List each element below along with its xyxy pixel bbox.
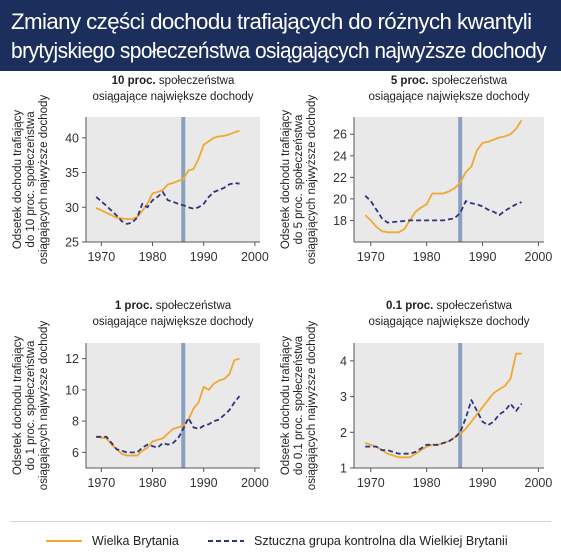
- x-tick-label: 1980: [139, 476, 167, 490]
- y-tick-label: 35: [65, 166, 79, 180]
- series-line-control: [95, 182, 240, 225]
- chart-title-line-1: 10 proc. społeczeństwa: [112, 75, 235, 87]
- y-tick-label: 18: [333, 214, 347, 228]
- legend-item-control: Sztuczna grupa kontrolna dla Wielkiej Br…: [208, 534, 508, 548]
- y-tick-label: 26: [333, 128, 347, 142]
- series-line-uk: [364, 352, 522, 459]
- x-tick-label: 1970: [357, 476, 385, 490]
- page-title-line-1: Zmiany części dochodu trafiających do ró…: [11, 9, 532, 34]
- y-axis-label-line: do 0.1 proc. społeczeństwa: [293, 335, 305, 475]
- chart-title-line-1: 5 proc. społeczeństwa: [391, 75, 508, 87]
- x-tick-label: 1990: [190, 476, 218, 490]
- x-tick-label: 2000: [525, 250, 553, 264]
- chart-top-10-percent: 10 proc. społeczeństwa osiągające najwięk…: [12, 75, 269, 265]
- y-axis-label-line: osiągających najwyższe dochody: [306, 95, 318, 265]
- y-axis-label: Odsetek dochodu trafiającydo 0.1 proc. s…: [280, 321, 318, 491]
- y-tick-label: 22: [333, 171, 347, 185]
- legend-swatch-solid-line: [46, 540, 82, 542]
- chart-top-1-percent: 1 proc. społeczeństwa osiągające najwięks…: [12, 300, 269, 491]
- y-tick-label: 1: [340, 462, 347, 476]
- y-tick-label: 4: [340, 354, 347, 368]
- x-tick-label: 1980: [413, 250, 441, 264]
- series-line-uk: [364, 119, 523, 234]
- legend: Wielka Brytania Sztuczna grupa kontrolna…: [0, 524, 561, 554]
- chart-top-5-percent: 5 proc. społeczeństwa osiągające najwięks…: [280, 75, 553, 265]
- chart-title-rest: społeczeństwa: [153, 300, 232, 312]
- y-axis-label-line: osiągających najwyższe dochody: [38, 321, 50, 491]
- chart-title-rest: społeczeństwa: [433, 300, 512, 312]
- y-axis-label-line: Odsetek dochodu trafiający: [280, 110, 292, 250]
- y-tick-label: 6: [72, 446, 79, 460]
- chart-title-bold: 0.1 proc.: [386, 300, 433, 312]
- chart-title-bold: 1 proc.: [115, 300, 153, 312]
- y-tick-label: 3: [340, 390, 347, 404]
- x-tick-label: 1970: [87, 250, 115, 264]
- x-tick-label: 1970: [357, 250, 385, 264]
- y-axis-label-line: osiągających najwyższe dochody: [38, 95, 50, 265]
- y-axis-label-line: Odsetek dochodu trafiający: [12, 336, 24, 476]
- x-tick-label: 2000: [525, 476, 553, 490]
- legend-label-uk: Wielka Brytania: [92, 534, 179, 548]
- legend-label-control: Sztuczna grupa kontrolna dla Wielkiej Br…: [254, 534, 508, 548]
- y-tick-label: 8: [72, 415, 79, 429]
- legend-item-uk: Wielka Brytania: [46, 534, 179, 548]
- y-tick-label: 24: [333, 149, 347, 163]
- y-axis-label-line: do 1 proc. społeczeństwa: [25, 340, 37, 470]
- y-tick-label: 25: [65, 236, 79, 250]
- chart-title-line-2: osiągające największe dochody: [368, 316, 529, 328]
- page-title-line-2: brytyjskiego społeczeństwa osiągających …: [11, 38, 547, 63]
- y-tick-label: 2: [340, 426, 347, 440]
- y-axis-label: Odsetek dochodu trafiającydo 10 proc. sp…: [12, 95, 50, 265]
- x-tick-label: 1980: [139, 250, 167, 264]
- chart-top-0-1-percent: 0.1 proc. społeczeństwa osiągające najwię…: [280, 300, 553, 491]
- y-tick-label: 40: [65, 131, 79, 145]
- y-axis-label-line: do 5 proc. społeczeństwa: [293, 114, 305, 244]
- y-tick-label: 20: [333, 192, 347, 206]
- x-tick-label: 1990: [469, 250, 497, 264]
- y-tick-label: 12: [65, 352, 79, 366]
- legend-swatch-dashed-line: [208, 540, 244, 542]
- x-tick-label: 1990: [469, 476, 497, 490]
- y-tick-label: 30: [65, 201, 79, 215]
- series-line-uk: [95, 130, 240, 221]
- plot-area: [354, 117, 544, 242]
- y-axis-label-line: Odsetek dochodu trafiający: [280, 336, 292, 476]
- header-banner: Zmiany części dochodu trafiających do ró…: [0, 0, 561, 71]
- y-axis-label-line: osiągających najwyższe dochody: [306, 321, 318, 491]
- chart-title-line-2: osiągające największe dochody: [92, 91, 253, 103]
- series-line-control: [96, 395, 241, 454]
- chart-title-rest: społeczeństwa: [156, 75, 235, 87]
- y-tick-label: 10: [65, 383, 79, 397]
- chart-title-line-2: osiągające największe dochody: [368, 91, 529, 103]
- y-axis-label-line: do 10 proc. społeczeństwa: [25, 111, 37, 248]
- series-line-control: [364, 195, 522, 224]
- y-axis-label-line: Odsetek dochodu trafiający: [12, 110, 24, 250]
- x-tick-label: 2000: [241, 476, 269, 490]
- plot-area: [86, 117, 260, 242]
- chart-title-line-1: 0.1 proc. społeczeństwa: [386, 300, 513, 312]
- chart-title-line-2: osiągające największe dochody: [92, 316, 253, 328]
- chart-title-line-1: 1 proc. społeczeństwa: [115, 300, 232, 312]
- chart-title-bold: 5 proc.: [391, 75, 429, 87]
- x-tick-label: 1980: [413, 476, 441, 490]
- charts-grid: 10 proc. społeczeństwa osiągające najwięk…: [0, 71, 561, 521]
- y-axis-label: Odsetek dochodu trafiającydo 5 proc. spo…: [280, 95, 318, 265]
- x-tick-label: 1990: [190, 250, 218, 264]
- legend-divider: [10, 521, 551, 522]
- series-line-uk: [96, 357, 240, 457]
- x-tick-label: 2000: [241, 250, 269, 264]
- series-line-control: [365, 399, 523, 455]
- x-tick-label: 1970: [87, 476, 115, 490]
- chart-title-rest: społeczeństwa: [429, 75, 508, 87]
- y-axis-label: Odsetek dochodu trafiającydo 1 proc. spo…: [12, 321, 50, 491]
- chart-title-bold: 10 proc.: [112, 75, 156, 87]
